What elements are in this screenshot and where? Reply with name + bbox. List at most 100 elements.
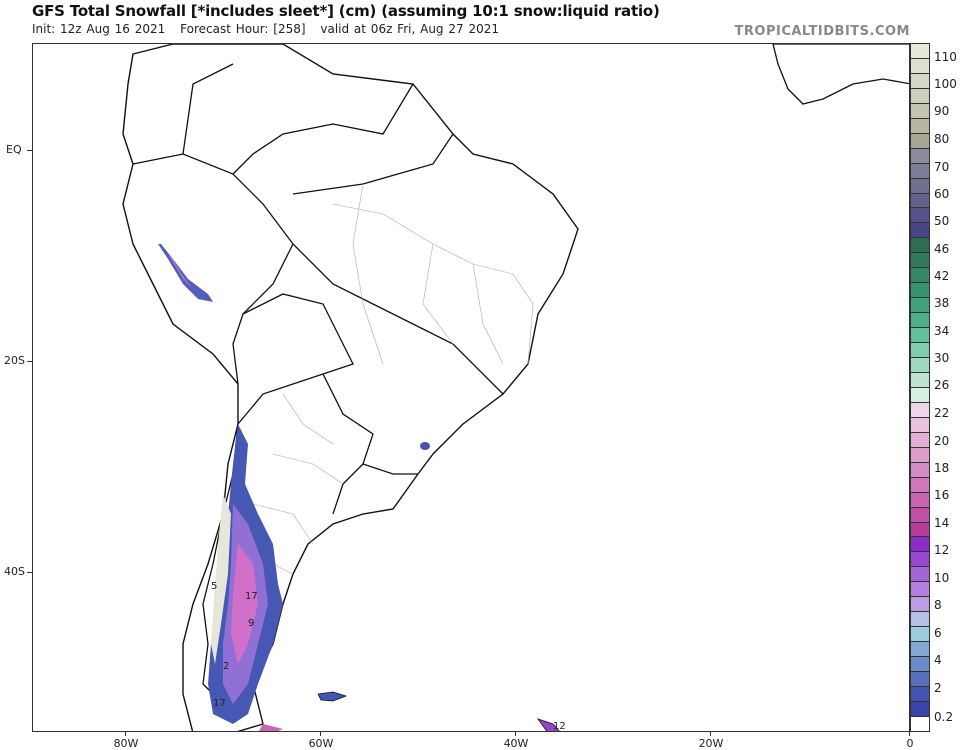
lon-label-60w: 60W	[308, 737, 334, 750]
colorbar-label: 80	[934, 132, 950, 146]
colorbar-label: 6	[934, 626, 942, 640]
colorbar-bin	[911, 597, 929, 613]
forecast-hour: Forecast Hour: [258]	[180, 22, 306, 36]
lon-tick	[515, 732, 516, 736]
valid-time: valid at 06z Fri, Aug 27 2021	[320, 22, 499, 36]
contour-label: 5	[211, 581, 217, 592]
snowfall-map: 17 5 9 2 17 12	[32, 43, 910, 732]
map-canvas: 17 5 9 2 17 12	[122, 44, 909, 732]
snowfall-brazil-spot	[420, 442, 430, 450]
colorbar-bin	[911, 358, 929, 373]
colorbar-label: 42	[934, 269, 950, 283]
south-georgia	[536, 718, 560, 731]
colorbar-bin	[911, 657, 929, 673]
lon-label-20w: 20W	[698, 737, 724, 750]
colorbar-bin	[911, 462, 929, 478]
init-time: Init: 12z Aug 16 2021	[32, 22, 166, 36]
colorbar-bin	[911, 208, 929, 224]
colorbar-bin	[911, 283, 929, 299]
colorbar-bin	[911, 148, 929, 164]
colorbar-bin	[911, 507, 929, 523]
colorbar-bin	[911, 567, 929, 583]
colorbar-bin	[911, 268, 929, 284]
colorbar-bin	[911, 193, 929, 209]
lon-tick	[710, 732, 711, 736]
colorbar-bin	[911, 88, 929, 104]
colorbar-bin	[911, 118, 929, 134]
colorbar-label: 30	[934, 351, 950, 365]
africa-outline	[772, 44, 909, 105]
colorbar-bin	[911, 537, 929, 553]
colorbar-label: 34	[934, 324, 950, 338]
contour-label: 17	[245, 591, 258, 602]
colorbar-bin	[911, 492, 929, 508]
lat-tick	[27, 361, 32, 362]
colorbar-bin	[911, 387, 929, 403]
snowfall-peru	[158, 244, 213, 302]
colorbar-bin	[911, 716, 929, 731]
colorbar-label: 18	[934, 461, 950, 475]
falklands	[317, 691, 348, 702]
colorbar-bin	[911, 103, 929, 119]
colorbar-bin	[911, 642, 929, 658]
colorbar-bin	[911, 582, 929, 598]
colorbar-bin	[911, 343, 929, 359]
colorbar-label: 14	[934, 516, 950, 530]
colorbar-bin	[911, 313, 929, 329]
colorbar-label: 0.2	[934, 710, 954, 724]
chart-subtitle: Init: 12z Aug 16 2021 Forecast Hour: [25…	[32, 22, 509, 36]
colorbar-bin	[911, 44, 929, 59]
lat-tick	[27, 572, 32, 573]
colorbar-label: 26	[934, 378, 950, 392]
colorbar-label: 20	[934, 434, 950, 448]
contour-label: 2	[223, 661, 229, 672]
chart-title: GFS Total Snowfall [*includes sleet*] (c…	[32, 2, 660, 20]
lon-tick	[909, 732, 910, 736]
contour-label: 17	[213, 698, 226, 709]
colorbar-bin	[911, 223, 929, 239]
colorbar-label: 60	[934, 187, 950, 201]
colorbar-label: 10	[934, 571, 950, 585]
country-borders	[132, 63, 504, 705]
colorbar-bin	[911, 133, 929, 149]
colorbar-bin	[911, 253, 929, 269]
colorbar-label: 38	[934, 296, 950, 310]
colorbar-label: 100	[934, 77, 957, 91]
colorbar-label: 12	[934, 543, 950, 557]
colorbar-bin	[911, 298, 929, 314]
colorbar-bin	[911, 328, 929, 344]
lon-tick	[125, 732, 126, 736]
colorbar-bin	[911, 402, 929, 418]
colorbar-bin	[911, 522, 929, 538]
state-borders	[247, 183, 534, 575]
colorbar	[910, 43, 930, 732]
contour-label: 12	[553, 721, 566, 732]
colorbar-bin	[911, 238, 929, 254]
colorbar-label: 16	[934, 488, 950, 502]
lon-label-80w: 80W	[113, 737, 139, 750]
brand-watermark: TROPICALTIDBITS.COM	[734, 24, 910, 39]
colorbar-label: 4	[934, 653, 942, 667]
lon-label-40w: 40W	[503, 737, 529, 750]
colorbar-bin	[911, 477, 929, 493]
lon-label-0: 0	[906, 737, 914, 750]
lon-tick	[320, 732, 321, 736]
colorbar-label: 50	[934, 214, 950, 228]
lat-label-40s: 40S	[4, 565, 25, 578]
lat-label-20s: 20S	[4, 354, 25, 367]
south-america-outline	[122, 44, 579, 731]
colorbar-bin	[911, 612, 929, 628]
colorbar-bin	[911, 627, 929, 643]
colorbar-bin	[911, 163, 929, 179]
colorbar-label: 22	[934, 406, 950, 420]
snowfall-patagonia	[208, 424, 283, 731]
colorbar-label: 110	[934, 50, 957, 64]
colorbar-label: 2	[934, 681, 942, 695]
colorbar-label: 46	[934, 242, 950, 256]
lat-label-eq: EQ	[6, 143, 22, 156]
colorbar-bin	[911, 447, 929, 463]
colorbar-bin	[911, 417, 929, 433]
colorbar-bin	[911, 178, 929, 194]
colorbar-bin	[911, 672, 929, 687]
contour-label: 9	[248, 618, 254, 629]
